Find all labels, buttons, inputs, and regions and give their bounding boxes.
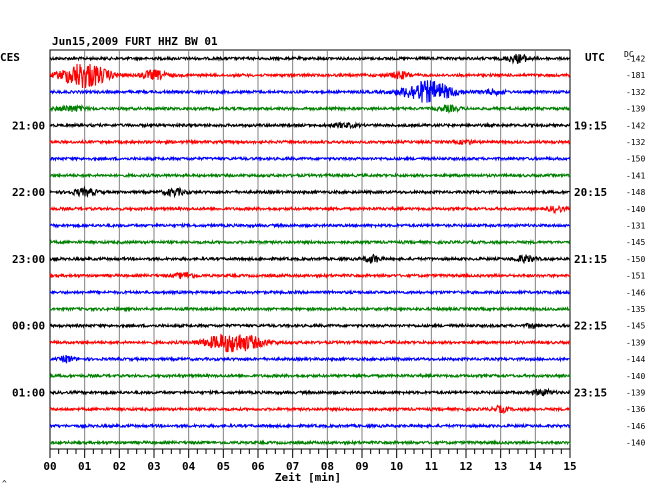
dc-offset-label: -140 [626, 205, 645, 214]
dc-offset-label: -150 [626, 255, 645, 264]
x-tick-label: 06 [251, 460, 265, 473]
dc-offset-label: -135 [626, 305, 645, 314]
dc-offset-label: -132 [626, 88, 645, 97]
trace-row-18 [49, 354, 571, 364]
trace-row-9 [49, 204, 571, 215]
trace-row-3 [49, 103, 571, 114]
right-hour-label: 23:15 [574, 387, 607, 400]
x-tick-label: 13 [494, 460, 507, 473]
right-hour-labels: 19:15 20:15 21:15 22:15 23:15 [574, 119, 607, 399]
left-hour-label: 00:00 [12, 320, 45, 333]
x-axis-label: Zeit [min] [275, 471, 341, 484]
dc-offset-label: -146 [626, 288, 645, 297]
trace-group [49, 53, 571, 447]
trace-row-20 [49, 387, 571, 397]
dc-offset-label: -146 [626, 422, 645, 431]
x-tick-label: 10 [390, 460, 403, 473]
trace-row-14 [49, 289, 571, 296]
x-tick-label: 09 [355, 460, 368, 473]
x-tick-label: 00 [43, 460, 56, 473]
trace-row-10 [49, 222, 571, 229]
x-axis: 00 01 02 03 04 05 06 07 08 09 10 11 12 13 14 15 [43, 449, 577, 473]
dc-offset-label: -131 [626, 222, 645, 231]
dc-offset-label: -139 [626, 105, 645, 114]
trace-row-15 [49, 305, 571, 313]
trace-row-2 [49, 80, 571, 103]
x-tick-label: 03 [147, 460, 160, 473]
left-hour-label: 21:00 [12, 119, 45, 132]
dc-offset-label: -142 [626, 121, 645, 130]
dc-offset-label: -150 [626, 155, 645, 164]
dc-offset-label: -140 [626, 372, 645, 381]
trace-row-22 [49, 422, 571, 430]
right-hour-label: 19:15 [574, 119, 607, 132]
x-tick-label: 07 [286, 460, 299, 473]
trace-row-6 [49, 155, 571, 163]
left-hour-label: 01:00 [12, 387, 45, 400]
corner-mark: ^ [2, 479, 7, 488]
dc-offset-label: -141 [626, 171, 645, 180]
dc-offset-labels: -142 -181 -132 -139 -142 -132 -150 -141 -148 -140… [626, 55, 645, 448]
dc-offset-label: -132 [626, 138, 645, 147]
x-tick-label: 15 [563, 460, 576, 473]
x-tick-label: 08 [321, 460, 334, 473]
time-grid [84, 50, 536, 449]
dc-offset-label: -142 [626, 55, 645, 64]
trace-row-11 [49, 238, 571, 246]
trace-row-4 [49, 120, 571, 130]
dc-offset-label: -148 [626, 188, 645, 197]
dc-offset-label: -181 [626, 71, 645, 80]
trace-row-1 [49, 63, 571, 89]
trace-row-17 [49, 333, 571, 353]
dc-offset-label: -136 [626, 405, 645, 414]
dc-header-label: DC [624, 50, 634, 59]
dc-offset-label: -145 [626, 238, 645, 247]
trace-row-23 [49, 439, 571, 447]
dc-offset-label: -144 [626, 355, 645, 364]
dc-offset-label: -139 [626, 389, 645, 398]
x-tick-label: 04 [182, 460, 196, 473]
dc-offset-label: -140 [626, 439, 645, 448]
trace-row-8 [49, 185, 571, 199]
chart-title: Jun15,2009 FURT HHZ BW 01 [52, 35, 218, 48]
trace-row-19 [49, 372, 571, 380]
trace-row-7 [49, 171, 571, 179]
trace-row-5 [49, 138, 571, 146]
left-hour-labels: 21:00 22:00 23:00 00:00 01:00 [12, 119, 45, 399]
left-timezone-label: CES [0, 51, 20, 64]
left-hour-label: 23:00 [12, 253, 45, 266]
trace-row-12 [49, 253, 571, 264]
trace-row-13 [49, 271, 571, 280]
dc-offset-label: -151 [626, 272, 645, 281]
x-tick-label: 02 [113, 460, 126, 473]
right-hour-label: 21:15 [574, 253, 607, 266]
left-hour-label: 22:00 [12, 186, 45, 199]
trace-row-21 [49, 404, 571, 415]
right-hour-label: 22:15 [574, 320, 607, 333]
right-timezone-label: UTC [585, 51, 605, 64]
dc-offset-label: -139 [626, 338, 645, 347]
dc-offset-label: -145 [626, 322, 645, 331]
x-tick-label: 05 [217, 460, 230, 473]
x-tick-label: 01 [78, 460, 92, 473]
x-tick-label: 11 [425, 460, 439, 473]
x-tick-label: 14 [529, 460, 543, 473]
trace-row-16 [49, 322, 571, 330]
x-tick-label: 12 [459, 460, 472, 473]
right-hour-label: 20:15 [574, 186, 607, 199]
trace-row-0 [49, 53, 571, 65]
